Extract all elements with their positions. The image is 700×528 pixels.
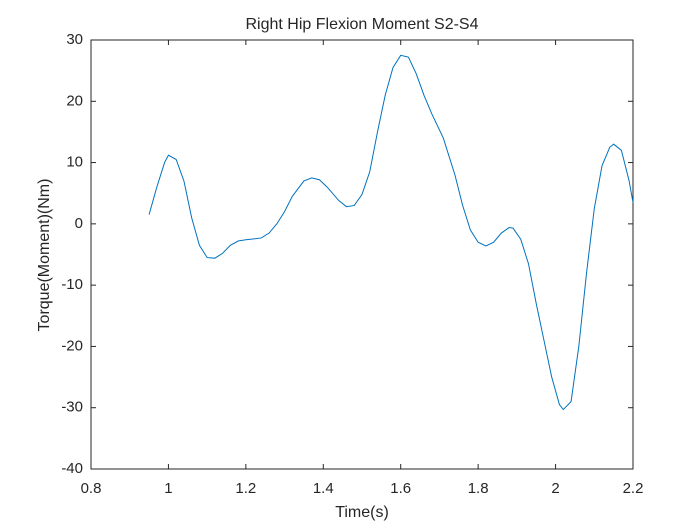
y-tick-label: -20 <box>61 337 83 354</box>
y-tick-label: -40 <box>61 460 83 477</box>
y-tick-label: -30 <box>61 399 83 416</box>
x-tick-label: 1.4 <box>313 480 334 497</box>
x-axis-label: Time(s) <box>335 504 389 521</box>
y-tick-label: 0 <box>75 215 83 232</box>
data-line <box>148 54 634 411</box>
y-tick-label: 10 <box>66 154 83 171</box>
chart-title: Right Hip Flexion Moment S2-S4 <box>246 16 479 33</box>
plot-area <box>90 39 634 470</box>
x-tick-label: 0.8 <box>81 480 102 497</box>
y-tick-label: 30 <box>66 31 83 48</box>
x-tick-label: 1.6 <box>390 480 411 497</box>
y-axis-label: Torque(Moment)(Nm) <box>36 179 53 332</box>
x-tick-label: 1.2 <box>235 480 256 497</box>
x-tick-label: 2 <box>551 480 559 497</box>
x-tick-label: 1 <box>164 480 172 497</box>
y-tick-label: 20 <box>66 92 83 109</box>
y-tick-label: -10 <box>61 276 83 293</box>
x-tick-label: 1.8 <box>468 480 489 497</box>
x-tick-label: 2.2 <box>623 480 644 497</box>
